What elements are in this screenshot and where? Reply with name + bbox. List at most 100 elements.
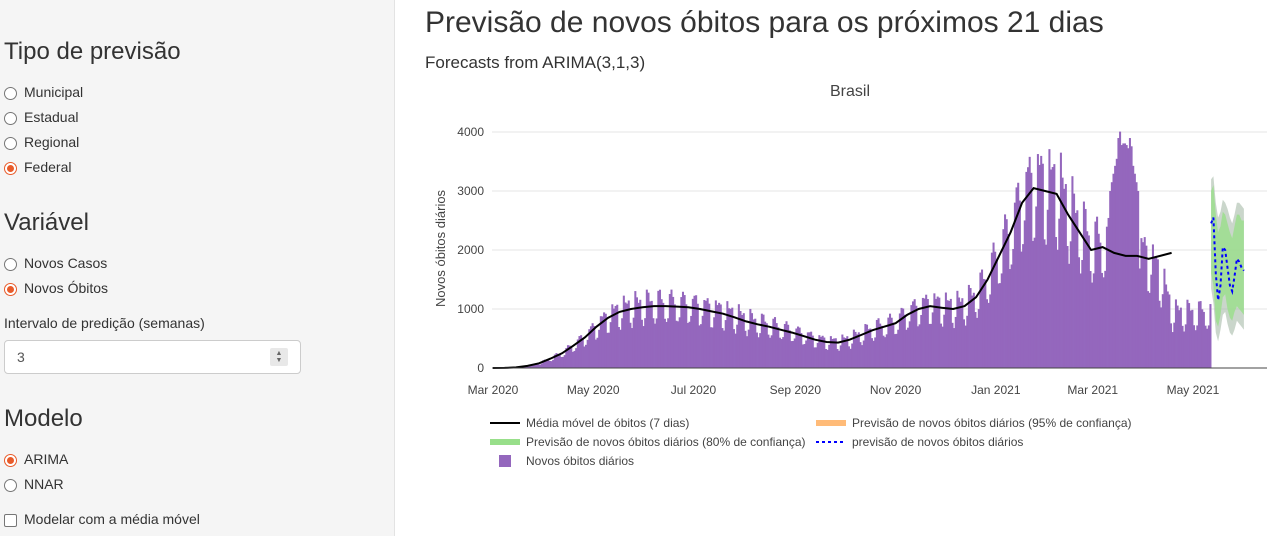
- y-tick-label: 1000: [457, 302, 484, 316]
- checkbox-media-movel[interactable]: Modelar com a média móvel: [4, 509, 200, 529]
- daily-death-bar: [852, 329, 855, 368]
- radio-circle-selected[interactable]: [4, 453, 17, 467]
- legend-moving-average[interactable]: Média móvel de óbitos (7 dias): [490, 414, 689, 432]
- daily-death-bar: [1015, 187, 1018, 368]
- daily-death-bar: [995, 258, 998, 368]
- daily-death-bar: [1051, 167, 1054, 368]
- daily-death-bar: [708, 303, 711, 368]
- intervalo-value: 3: [17, 349, 25, 365]
- daily-death-bar: [788, 330, 791, 368]
- intervalo-input[interactable]: 3 ▲ ▼: [4, 340, 301, 374]
- daily-death-bar: [1092, 273, 1095, 368]
- daily-death-bar: [972, 292, 975, 368]
- daily-death-bar: [711, 327, 714, 368]
- radio-circle[interactable]: [4, 111, 17, 125]
- daily-death-bar: [703, 299, 706, 368]
- legend-forecast[interactable]: previsão de novos óbitos diários: [816, 433, 1023, 451]
- daily-death-bar: [1173, 322, 1176, 368]
- daily-death-bar: [967, 284, 970, 368]
- radio-label: Novos Casos: [24, 255, 108, 271]
- x-tick-label: May 2021: [1167, 383, 1220, 397]
- daily-death-bar: [1086, 231, 1089, 368]
- daily-death-bar: [1140, 238, 1143, 368]
- stepper-icon[interactable]: ▲ ▼: [270, 348, 288, 366]
- legend-daily-deaths[interactable]: Novos óbitos diários: [490, 452, 634, 470]
- daily-death-bar: [801, 344, 804, 368]
- daily-death-bar: [716, 305, 719, 368]
- checkbox-box[interactable]: [4, 513, 17, 527]
- daily-death-bar: [926, 299, 929, 368]
- daily-death-bar: [553, 354, 556, 368]
- daily-death-bar: [1161, 294, 1164, 368]
- radio-circle-selected[interactable]: [4, 282, 17, 296]
- chevron-up-icon[interactable]: ▲: [275, 350, 283, 357]
- daily-death-bar: [626, 303, 629, 368]
- radio-circle-selected[interactable]: [4, 161, 17, 175]
- daily-death-bar: [1056, 249, 1059, 368]
- daily-death-bar: [557, 353, 560, 368]
- daily-death-bar: [994, 251, 997, 368]
- daily-death-bar: [680, 297, 683, 368]
- daily-death-bar: [851, 343, 854, 368]
- daily-death-bar: [819, 336, 823, 368]
- daily-death-bar: [800, 333, 803, 368]
- daily-death-bar: [576, 339, 579, 368]
- y-tick-label: 2000: [457, 243, 484, 257]
- daily-death-bar: [875, 319, 878, 368]
- daily-death-bar: [673, 304, 676, 368]
- radio-novos-obitos[interactable]: Novos Óbitos: [4, 278, 108, 298]
- radio-federal[interactable]: Federal: [4, 157, 71, 177]
- daily-death-bar: [721, 328, 724, 368]
- daily-death-bar: [1031, 240, 1035, 368]
- radio-circle[interactable]: [4, 136, 17, 150]
- radio-circle[interactable]: [4, 86, 17, 100]
- daily-death-bar: [1023, 220, 1026, 368]
- chevron-down-icon[interactable]: ▼: [275, 357, 283, 364]
- daily-death-bar: [1012, 248, 1015, 368]
- radio-circle[interactable]: [4, 478, 17, 492]
- daily-death-bar: [798, 327, 801, 368]
- daily-death-bar: [1004, 214, 1007, 368]
- daily-death-bar: [999, 283, 1002, 368]
- daily-death-bar: [565, 348, 568, 368]
- legend-band-symbol: [490, 439, 520, 445]
- daily-death-bar: [976, 317, 979, 368]
- daily-death-bar: [785, 321, 788, 368]
- daily-death-bar: [1077, 257, 1081, 368]
- legend-ci95[interactable]: Previsão de novos óbitos diários (95% de…: [816, 414, 1132, 432]
- daily-death-bar: [742, 313, 745, 368]
- daily-death-bar: [662, 302, 665, 368]
- daily-death-bar: [884, 337, 887, 368]
- daily-death-bar: [925, 294, 928, 368]
- daily-death-bar: [1135, 182, 1138, 368]
- daily-death-bar: [1184, 324, 1187, 368]
- legend-label: Previsão de novos óbitos diários (95% de…: [852, 416, 1132, 430]
- daily-death-bar: [645, 289, 648, 368]
- daily-death-bar: [560, 357, 563, 368]
- radio-label: Federal: [24, 159, 72, 175]
- daily-death-bar: [834, 338, 837, 368]
- daily-death-bar: [691, 298, 694, 368]
- radio-estadual[interactable]: Estadual: [4, 107, 78, 127]
- daily-death-bar: [719, 304, 722, 368]
- legend-ci80[interactable]: Previsão de novos óbitos diários (80% de…: [490, 433, 806, 451]
- daily-death-bar: [637, 302, 640, 368]
- modelo-title: Modelo: [4, 405, 83, 432]
- daily-death-bar: [808, 332, 811, 368]
- radio-circle[interactable]: [4, 257, 17, 271]
- radio-arima[interactable]: ARIMA: [4, 449, 68, 469]
- daily-death-bar: [681, 291, 685, 368]
- daily-death-bar: [915, 305, 918, 368]
- daily-death-bar: [916, 326, 919, 368]
- daily-death-bar: [818, 335, 821, 368]
- radio-novos-casos[interactable]: Novos Casos: [4, 253, 107, 273]
- daily-death-bar: [571, 351, 574, 368]
- daily-death-bar: [1069, 241, 1072, 368]
- radio-regional[interactable]: Regional: [4, 132, 79, 152]
- radio-nnar[interactable]: NNAR: [4, 474, 64, 494]
- daily-death-bar: [568, 345, 571, 368]
- daily-death-bar: [672, 296, 675, 368]
- daily-death-bar: [1115, 158, 1118, 368]
- radio-municipal[interactable]: Municipal: [4, 82, 83, 102]
- daily-death-bar: [726, 301, 729, 368]
